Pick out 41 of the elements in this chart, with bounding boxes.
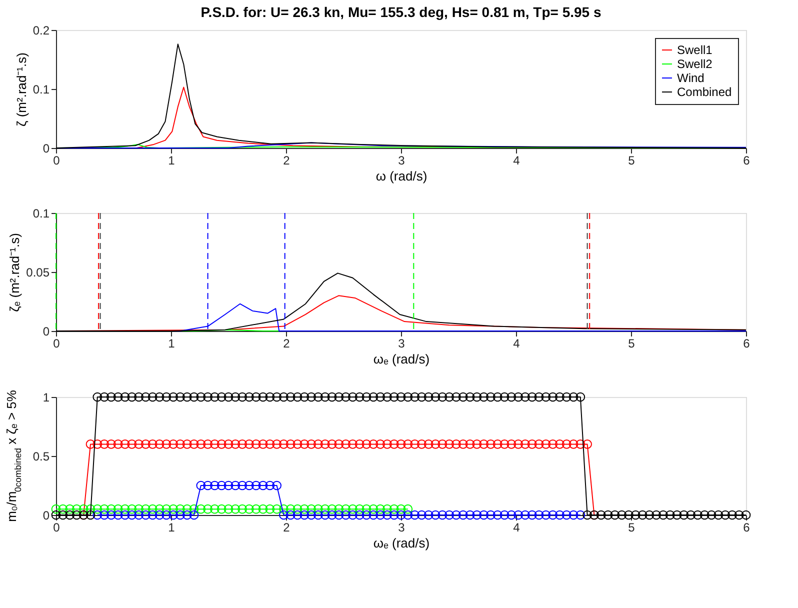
x-tick-label: 5 (628, 154, 636, 168)
x-tick-label: 4 (513, 336, 520, 350)
x-tick-label: 1 (168, 520, 176, 534)
x-tick-label: 6 (743, 336, 750, 350)
x-tick-label: 6 (743, 520, 750, 534)
y-tick-label: 0 (42, 508, 50, 522)
y-tick-label: 0.05 (26, 266, 50, 280)
x-tick-label: 3 (398, 336, 406, 350)
x-axis-title: ω (rad/s) (376, 168, 428, 184)
y-axis-title: m₀/m0combined x ζₑ > 5% (4, 390, 23, 522)
legend-label: Swell1 (677, 43, 713, 57)
x-tick-label: 1 (168, 154, 176, 168)
x-axis-title: ωₑ (rad/s) (373, 536, 430, 550)
chart-title: P.S.D. for: U= 26.3 kn, Mu= 155.3 deg, Hs= 0.81 m, Tp= 5.95 s (200, 4, 602, 20)
y-tick-label: 0.5 (32, 450, 50, 464)
x-tick-label: 4 (513, 154, 520, 168)
x-tick-label: 4 (513, 520, 520, 534)
legend-label: Wind (677, 71, 704, 85)
x-tick-label: 3 (398, 520, 406, 534)
x-tick-label: 0 (53, 336, 60, 350)
x-tick-label: 0 (53, 520, 60, 534)
x-tick-label: 6 (743, 154, 750, 168)
x-tick-label: 3 (398, 154, 406, 168)
y-axis-title: ζₑ (m².rad⁻¹.s) (7, 233, 22, 312)
y-tick-label: 0.1 (32, 206, 50, 220)
x-tick-label: 2 (283, 520, 290, 534)
x-tick-label: 5 (628, 520, 636, 534)
y-tick-label: 0 (42, 324, 50, 338)
y-axis-title: ζ (m².rad⁻¹.s) (14, 52, 29, 127)
x-tick-label: 2 (283, 336, 290, 350)
legend-label: Combined (677, 85, 732, 99)
x-tick-label: 2 (283, 154, 290, 168)
x-tick-label: 5 (628, 336, 636, 350)
y-tick-label: 1 (42, 390, 50, 404)
x-tick-label: 0 (53, 154, 60, 168)
y-tick-label: 0 (42, 142, 50, 156)
x-axis-title: ωₑ (rad/s) (373, 352, 430, 366)
legend-label: Swell2 (677, 57, 713, 71)
y-tick-label: 0.2 (32, 24, 50, 38)
x-tick-label: 1 (168, 336, 176, 350)
y-tick-label: 0.1 (32, 82, 50, 96)
